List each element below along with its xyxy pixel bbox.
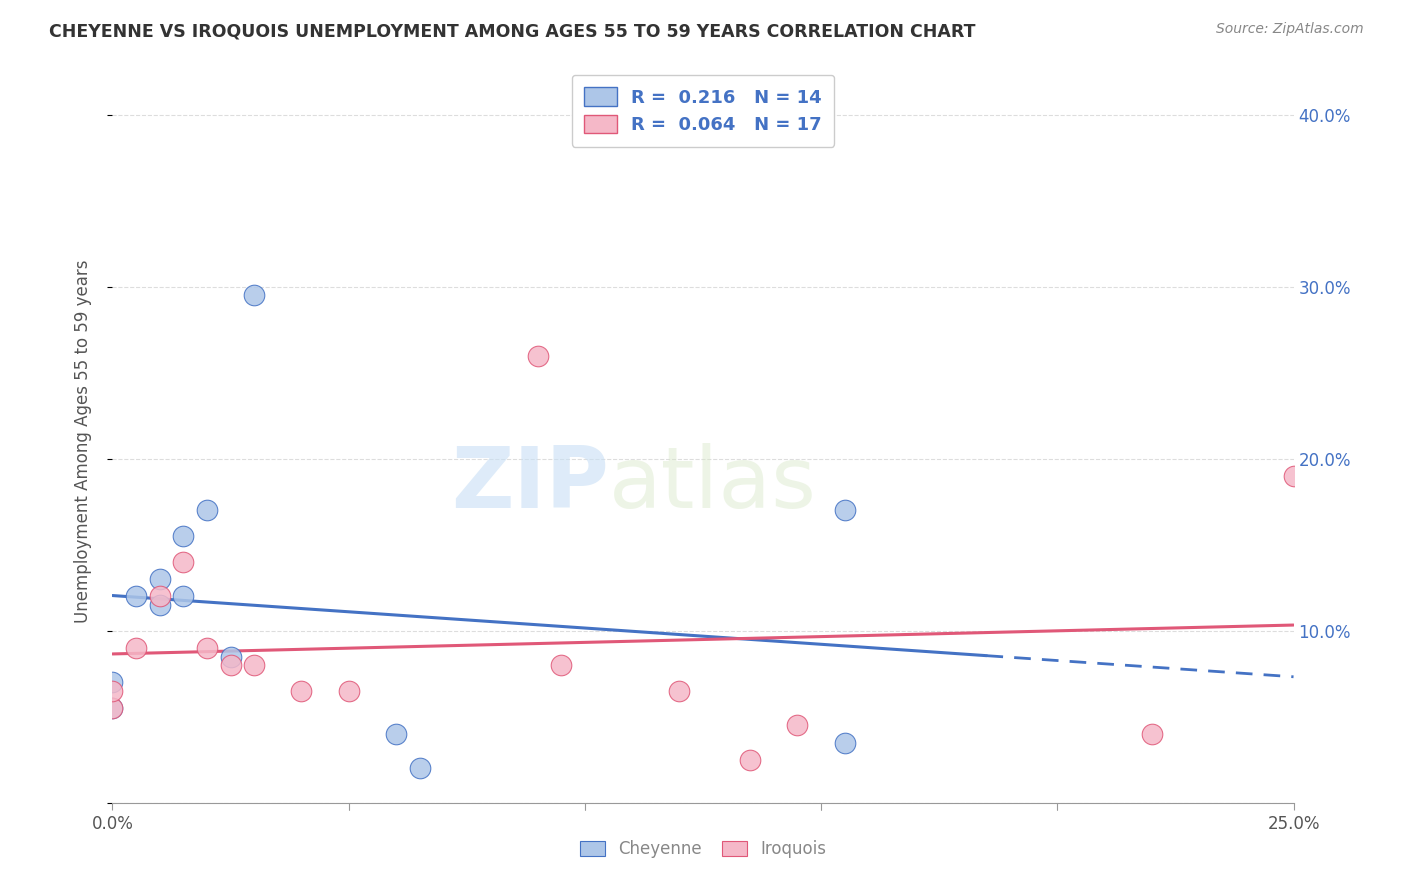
Point	[786, 718, 808, 732]
Point	[149, 590, 172, 604]
Text: Source: ZipAtlas.com: Source: ZipAtlas.com	[1216, 22, 1364, 37]
Point	[172, 590, 194, 604]
Point	[101, 701, 124, 715]
Point	[243, 288, 266, 302]
Text: ZIP: ZIP	[451, 443, 609, 526]
Point	[101, 675, 124, 690]
Point	[219, 649, 242, 664]
Point	[101, 684, 124, 698]
Point	[740, 753, 762, 767]
Point	[834, 735, 856, 749]
Point	[526, 349, 548, 363]
Point	[125, 590, 148, 604]
Point	[195, 640, 218, 655]
Text: atlas: atlas	[609, 443, 817, 526]
Point	[172, 555, 194, 569]
Point	[149, 598, 172, 612]
Point	[1282, 469, 1305, 483]
Point	[195, 503, 218, 517]
Point	[290, 684, 312, 698]
Point	[149, 572, 172, 586]
Text: CHEYENNE VS IROQUOIS UNEMPLOYMENT AMONG AGES 55 TO 59 YEARS CORRELATION CHART: CHEYENNE VS IROQUOIS UNEMPLOYMENT AMONG …	[49, 22, 976, 40]
Point	[550, 658, 572, 673]
Legend: Cheyenne, Iroquois: Cheyenne, Iroquois	[571, 832, 835, 867]
Point	[101, 701, 124, 715]
Point	[385, 727, 408, 741]
Point	[125, 640, 148, 655]
Point	[243, 658, 266, 673]
Y-axis label: Unemployment Among Ages 55 to 59 years: Unemployment Among Ages 55 to 59 years	[73, 260, 91, 624]
Point	[834, 503, 856, 517]
Point	[408, 761, 430, 775]
Point	[219, 658, 242, 673]
Point	[668, 684, 690, 698]
Point	[172, 529, 194, 543]
Point	[1140, 727, 1163, 741]
Point	[337, 684, 360, 698]
